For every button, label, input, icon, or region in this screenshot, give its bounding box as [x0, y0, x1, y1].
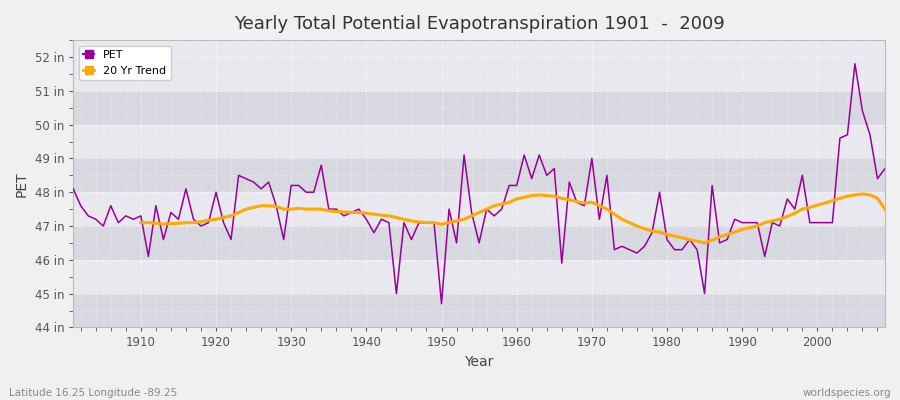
Bar [73, 57, 885, 91]
Bar [73, 226, 885, 260]
Title: Yearly Total Potential Evapotranspiration 1901  -  2009: Yearly Total Potential Evapotranspiratio… [234, 15, 724, 33]
Bar [73, 192, 885, 226]
X-axis label: Year: Year [464, 355, 494, 369]
Legend: PET, 20 Yr Trend: PET, 20 Yr Trend [79, 46, 171, 80]
Text: worldspecies.org: worldspecies.org [803, 388, 891, 398]
Text: Latitude 16.25 Longitude -89.25: Latitude 16.25 Longitude -89.25 [9, 388, 177, 398]
Bar [73, 125, 885, 158]
Bar [73, 158, 885, 192]
Bar [73, 294, 885, 328]
Y-axis label: PET: PET [15, 171, 29, 196]
Bar [73, 260, 885, 294]
Bar [73, 91, 885, 125]
